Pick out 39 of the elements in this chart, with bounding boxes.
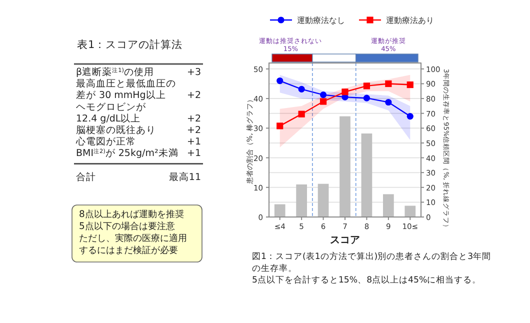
- category-label: 心電図が正常: [75, 136, 136, 148]
- caption: 図1：スコア(表1の方法で算出)別の患者さんの割合と3年間の生存率。: [252, 251, 492, 274]
- text: 最高11: [168, 170, 201, 183]
- text: 5点以下を合計すると15%、8点以上は45%に相当する。: [252, 274, 482, 286]
- legend-label: 運動療法あり: [386, 16, 434, 25]
- text: 8点以上あれば運動を推奨: [79, 209, 184, 220]
- category-label: 12.4 g/dL以上: [76, 112, 141, 124]
- text: ただし、実際の医療に適用: [79, 233, 187, 244]
- point: [342, 88, 348, 96]
- text: +1: [186, 148, 201, 160]
- point: [276, 122, 284, 130]
- text: 合計: [76, 170, 96, 183]
- category-label: 最高血圧と最低血圧の: [76, 78, 176, 90]
- point: [363, 94, 370, 102]
- point: [385, 98, 392, 106]
- point: [406, 113, 414, 120]
- point: [385, 80, 392, 88]
- point: [320, 92, 327, 98]
- text: 表1：スコアの計算法: [77, 38, 183, 51]
- point: [298, 86, 305, 93]
- category-label: 差が 30 mmHg以上: [76, 89, 166, 102]
- category-label: 脳梗塞の既往あり: [76, 124, 156, 136]
- point: [320, 98, 327, 105]
- text: +2: [186, 113, 201, 124]
- text: +2: [186, 125, 201, 136]
- point: [298, 110, 305, 118]
- legend-label: 運動療法なし: [297, 16, 345, 25]
- category-label: β遮断薬$^{注1)}$の使用: [76, 66, 154, 78]
- point: [276, 77, 284, 84]
- text: するにはまだ検証が必要: [79, 245, 178, 256]
- text: +3: [186, 67, 201, 78]
- point: [363, 82, 370, 90]
- text: +2: [186, 90, 201, 102]
- category-label: ヘモグロビンが: [76, 102, 147, 113]
- text: 5点以下の場合は要注意: [79, 221, 175, 232]
- point: [406, 81, 414, 88]
- text: +1: [186, 136, 201, 148]
- x-axis-title: スコア: [330, 235, 360, 246]
- category-label: BMI$^{注2)}$が 25kg/m²未満: [76, 147, 178, 160]
